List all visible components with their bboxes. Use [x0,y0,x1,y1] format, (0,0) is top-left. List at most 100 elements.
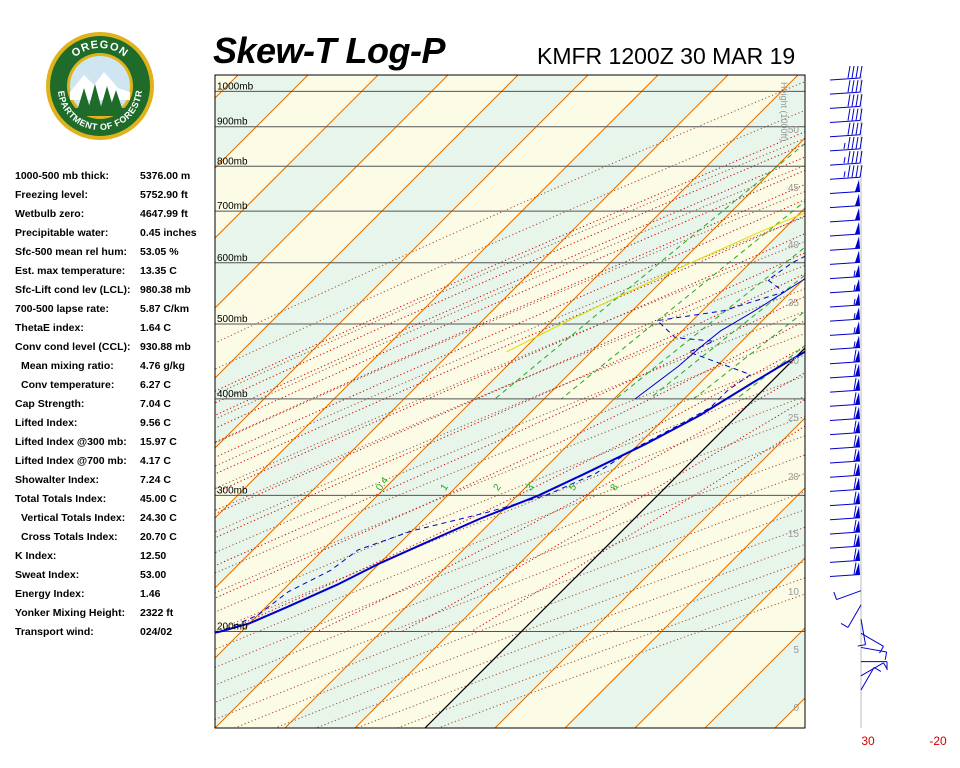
wind-barb-flag [847,136,851,150]
wind-barb-staff [860,662,884,677]
wind-barb-halfflag [853,270,856,277]
wind-barb-flag [859,165,863,178]
stat-value: 980.38 mb [140,284,191,296]
plot-area: 0.4 1 2 3 5 8 [215,75,805,728]
stat-label: Wetbulb zero: [15,208,85,220]
isotherm-line [215,75,379,239]
wind-barb-pennant [855,562,860,575]
wind-barb [829,363,861,379]
wind-barb-pennant [855,363,860,376]
wind-barb-flag [855,65,859,79]
wind-barb-flag [853,349,857,362]
wind-barb-pennant [855,420,860,433]
wind-barb [829,250,861,265]
stat-label: Transport wind: [15,626,94,638]
wind-barb-flag [855,151,859,164]
wind-barb-staff [829,261,861,265]
wind-barb-pennant [855,264,860,277]
isotherm-line [215,137,805,728]
wind-barb-flag [853,448,857,462]
wind-barb-flag [853,463,857,476]
wind-barb-pennant [855,434,860,447]
wind-barb-staff [829,190,861,194]
wind-barb [829,307,861,322]
isotherm-line [494,417,805,728]
stat-label: Conv cond level (CCL): [15,341,131,353]
wind-barb-pennant [855,449,860,462]
wind-barb-flag [855,136,859,150]
wind-barb [829,335,861,351]
wind-barb-flag [857,644,866,647]
wind-barb-flag [859,136,863,150]
moist-adiabat [401,398,805,632]
isotherm-line [564,487,805,728]
wind-barb [840,604,862,628]
mixing-ratio-label: 2 [492,482,504,493]
wind-barb-flag [859,151,863,164]
stat-label: Lifted Index @700 mb: [15,455,127,467]
wind-barb [829,136,863,152]
wind-barb [829,151,863,166]
stat-value: 4647.99 ft [140,208,188,220]
stat-label: Lifted Index: [15,417,78,429]
isotherm-line [284,207,805,728]
zero-isotherm [424,347,805,728]
station-time-label: KMFR 1200Z 30 MAR 19 [537,43,796,69]
wind-barb-flag [859,94,863,107]
isotherm-line [354,277,805,728]
wind-barb-pennant [855,292,860,305]
wind-barb [857,618,867,647]
wind-barb-staff [829,403,861,407]
parcel-trace [506,212,805,353]
wind-barb-staff [847,604,862,628]
wind-barb-staff [829,120,861,124]
wind-barb [829,236,861,251]
wind-barb-pennant [855,335,860,348]
wind-barb-staff [829,219,861,223]
wind-barb-pennant [855,321,860,334]
wind-barb-staff [829,332,861,336]
wind-barb-pennant [855,207,860,220]
wind-barb-pennant [855,222,860,235]
stat-value: 5376.00 m [140,170,191,182]
wind-barb-pennant [855,463,860,476]
wind-barb-flag [851,136,855,150]
stat-value: 6.27 C [140,379,171,391]
wind-barb-staff [829,233,861,237]
moist-adiabat [215,169,805,429]
pressure-label: 600mb [217,253,248,264]
wind-barb-flag [851,122,855,135]
wind-barb-staff [829,105,861,109]
isotherm-line [215,75,799,659]
wind-barb-pennant [855,236,860,249]
wind-barb-staff [829,304,861,308]
wind-barb-staff [829,176,861,180]
mixing-ratio-label: 1 [439,482,451,493]
x-tick-label: -20 [929,734,947,748]
wind-barb-pennant [855,491,860,504]
stat-label: Vertical Totals Index: [21,512,126,524]
wind-barb [829,108,863,124]
stat-label: Lifted Index @300 mb: [15,436,127,448]
stat-value: 20.70 C [140,531,177,543]
x-tick-label: 30 [861,734,875,748]
stat-value: 0.45 inches [140,227,197,239]
wind-barb-pennant [855,534,860,547]
wind-barb-flag [884,651,888,660]
stat-label: Est. max temperature: [15,265,126,277]
wind-barb [829,321,861,336]
wind-barb-flag [847,122,851,135]
wind-barb-staff [829,318,861,322]
wind-barb-flag [847,80,851,93]
wind-barb-flag [847,94,851,107]
isotherm-line [634,557,805,728]
wind-barb [829,122,863,138]
wind-barb-halfflag [853,313,856,320]
wind-barb-staff [829,205,861,209]
mixing-ratio-line [693,310,805,400]
height-tick-label: 35 [788,298,800,309]
wind-barb-staff [829,460,861,464]
wind-barb-staff [829,432,861,436]
wind-barb-staff [860,667,875,691]
